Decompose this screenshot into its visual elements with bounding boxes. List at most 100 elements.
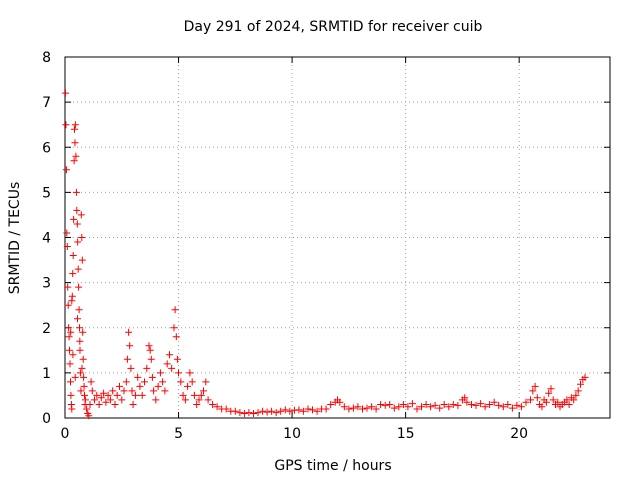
data-point	[538, 403, 546, 411]
data-point	[131, 391, 139, 399]
data-point	[240, 410, 248, 417]
data-point	[71, 373, 79, 381]
data-point	[495, 401, 503, 409]
data-point	[66, 346, 73, 354]
data-point	[268, 407, 276, 415]
data-point	[70, 215, 78, 223]
data-point	[336, 398, 344, 406]
x-tick-label: 20	[510, 426, 528, 442]
grid-lines	[65, 57, 610, 418]
data-point	[78, 364, 86, 372]
data-point	[222, 405, 230, 413]
data-point	[74, 315, 81, 323]
y-tick-label: 1	[42, 366, 51, 382]
data-point	[181, 396, 189, 404]
data-point	[148, 373, 156, 381]
data-point	[67, 328, 75, 336]
data-point	[97, 394, 105, 402]
data-point	[136, 382, 144, 390]
data-point	[504, 401, 512, 408]
data-point	[78, 256, 86, 264]
data-point	[468, 401, 475, 408]
data-point	[295, 406, 303, 414]
data-point	[299, 407, 307, 415]
data-point	[574, 387, 582, 395]
data-point	[64, 301, 72, 309]
data-point	[66, 360, 74, 368]
x-tick-labels: 0 5 10 15 20	[61, 426, 529, 442]
data-point	[65, 324, 73, 332]
data-point	[72, 152, 80, 160]
data-point	[281, 406, 289, 414]
data-point	[545, 389, 553, 397]
data-point	[486, 401, 494, 408]
data-point	[172, 333, 180, 341]
data-point	[100, 389, 108, 397]
data-point	[62, 89, 69, 97]
data-point	[109, 387, 117, 395]
data-point	[147, 355, 155, 363]
data-point	[436, 404, 444, 412]
data-point	[120, 387, 128, 395]
data-point	[259, 407, 267, 415]
data-point	[63, 229, 71, 237]
data-point	[166, 351, 173, 359]
data-point	[377, 401, 385, 408]
data-point	[113, 391, 121, 399]
data-point	[62, 166, 70, 174]
data-point	[104, 391, 112, 399]
data-point	[156, 369, 164, 377]
chart-title: Day 291 of 2024, SRMTID for receiver cui…	[184, 19, 483, 35]
data-point	[231, 407, 239, 415]
data-point	[80, 382, 88, 390]
data-point	[171, 306, 179, 314]
data-point	[490, 398, 498, 406]
data-point	[79, 328, 87, 336]
data-point	[454, 401, 462, 409]
data-point	[111, 401, 119, 408]
x-tick-label: 15	[397, 426, 415, 442]
data-point	[422, 401, 430, 408]
data-point	[62, 121, 70, 129]
data-point	[76, 324, 83, 332]
data-point	[563, 396, 571, 404]
data-point	[186, 369, 194, 377]
data-point	[76, 369, 84, 377]
data-point	[372, 405, 380, 413]
data-point	[263, 408, 271, 416]
y-tick-label: 7	[42, 95, 51, 111]
data-point	[190, 391, 198, 399]
data-point	[418, 403, 425, 411]
data-point	[250, 410, 257, 417]
data-point	[204, 396, 212, 404]
data-point	[322, 405, 330, 413]
data-point	[272, 409, 280, 417]
data-point	[304, 405, 312, 413]
data-point	[277, 407, 285, 415]
data-point	[547, 385, 555, 393]
data-point	[209, 401, 217, 408]
data-point	[363, 404, 371, 412]
data-point	[549, 396, 557, 404]
data-point	[309, 406, 316, 414]
data-point	[141, 378, 148, 386]
data-point	[517, 403, 525, 411]
data-point	[81, 391, 88, 399]
data-point	[74, 265, 82, 273]
data-point	[91, 396, 98, 404]
y-tick-label: 0	[42, 411, 51, 427]
data-point	[522, 398, 530, 406]
data-point	[123, 355, 131, 363]
data-point	[327, 401, 335, 408]
data-point	[445, 403, 453, 411]
x-axis-label: GPS time / hours	[274, 458, 391, 474]
data-point	[143, 364, 151, 372]
data-point	[345, 405, 353, 413]
data-point	[408, 400, 416, 408]
data-point	[150, 387, 158, 395]
data-point	[554, 398, 562, 406]
data-point	[581, 373, 589, 381]
data-point	[68, 297, 76, 305]
data-point	[170, 324, 178, 332]
data-point	[533, 394, 541, 402]
